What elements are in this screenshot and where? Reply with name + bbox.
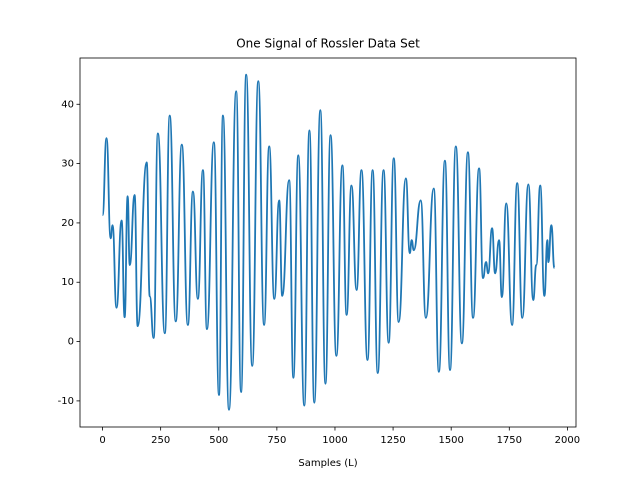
chart-title: One Signal of Rossler Data Set bbox=[236, 37, 420, 51]
data-line bbox=[101, 73, 556, 411]
axes-frame bbox=[79, 57, 577, 428]
y-tick-label: 40 bbox=[61, 99, 74, 110]
x-tick-label: 250 bbox=[151, 435, 170, 446]
y-tick-label: -10 bbox=[58, 396, 74, 407]
x-tick-label: 1500 bbox=[438, 435, 463, 446]
x-tick-label: 750 bbox=[267, 435, 286, 446]
y-tick-label: 0 bbox=[68, 337, 74, 348]
y-tick-label: 30 bbox=[61, 159, 74, 170]
x-axis-label: Samples (L) bbox=[298, 458, 357, 469]
x-tick-label: 2000 bbox=[555, 435, 580, 446]
y-tick-label: 20 bbox=[61, 218, 74, 229]
x-tick-label: 1250 bbox=[380, 435, 405, 446]
x-tick-label: 500 bbox=[209, 435, 228, 446]
plot-area bbox=[101, 73, 556, 411]
x-tick-label: 0 bbox=[99, 435, 105, 446]
x-tick-label: 1750 bbox=[497, 435, 522, 446]
x-tick-label: 1000 bbox=[322, 435, 347, 446]
y-tick-label: 10 bbox=[61, 277, 74, 288]
